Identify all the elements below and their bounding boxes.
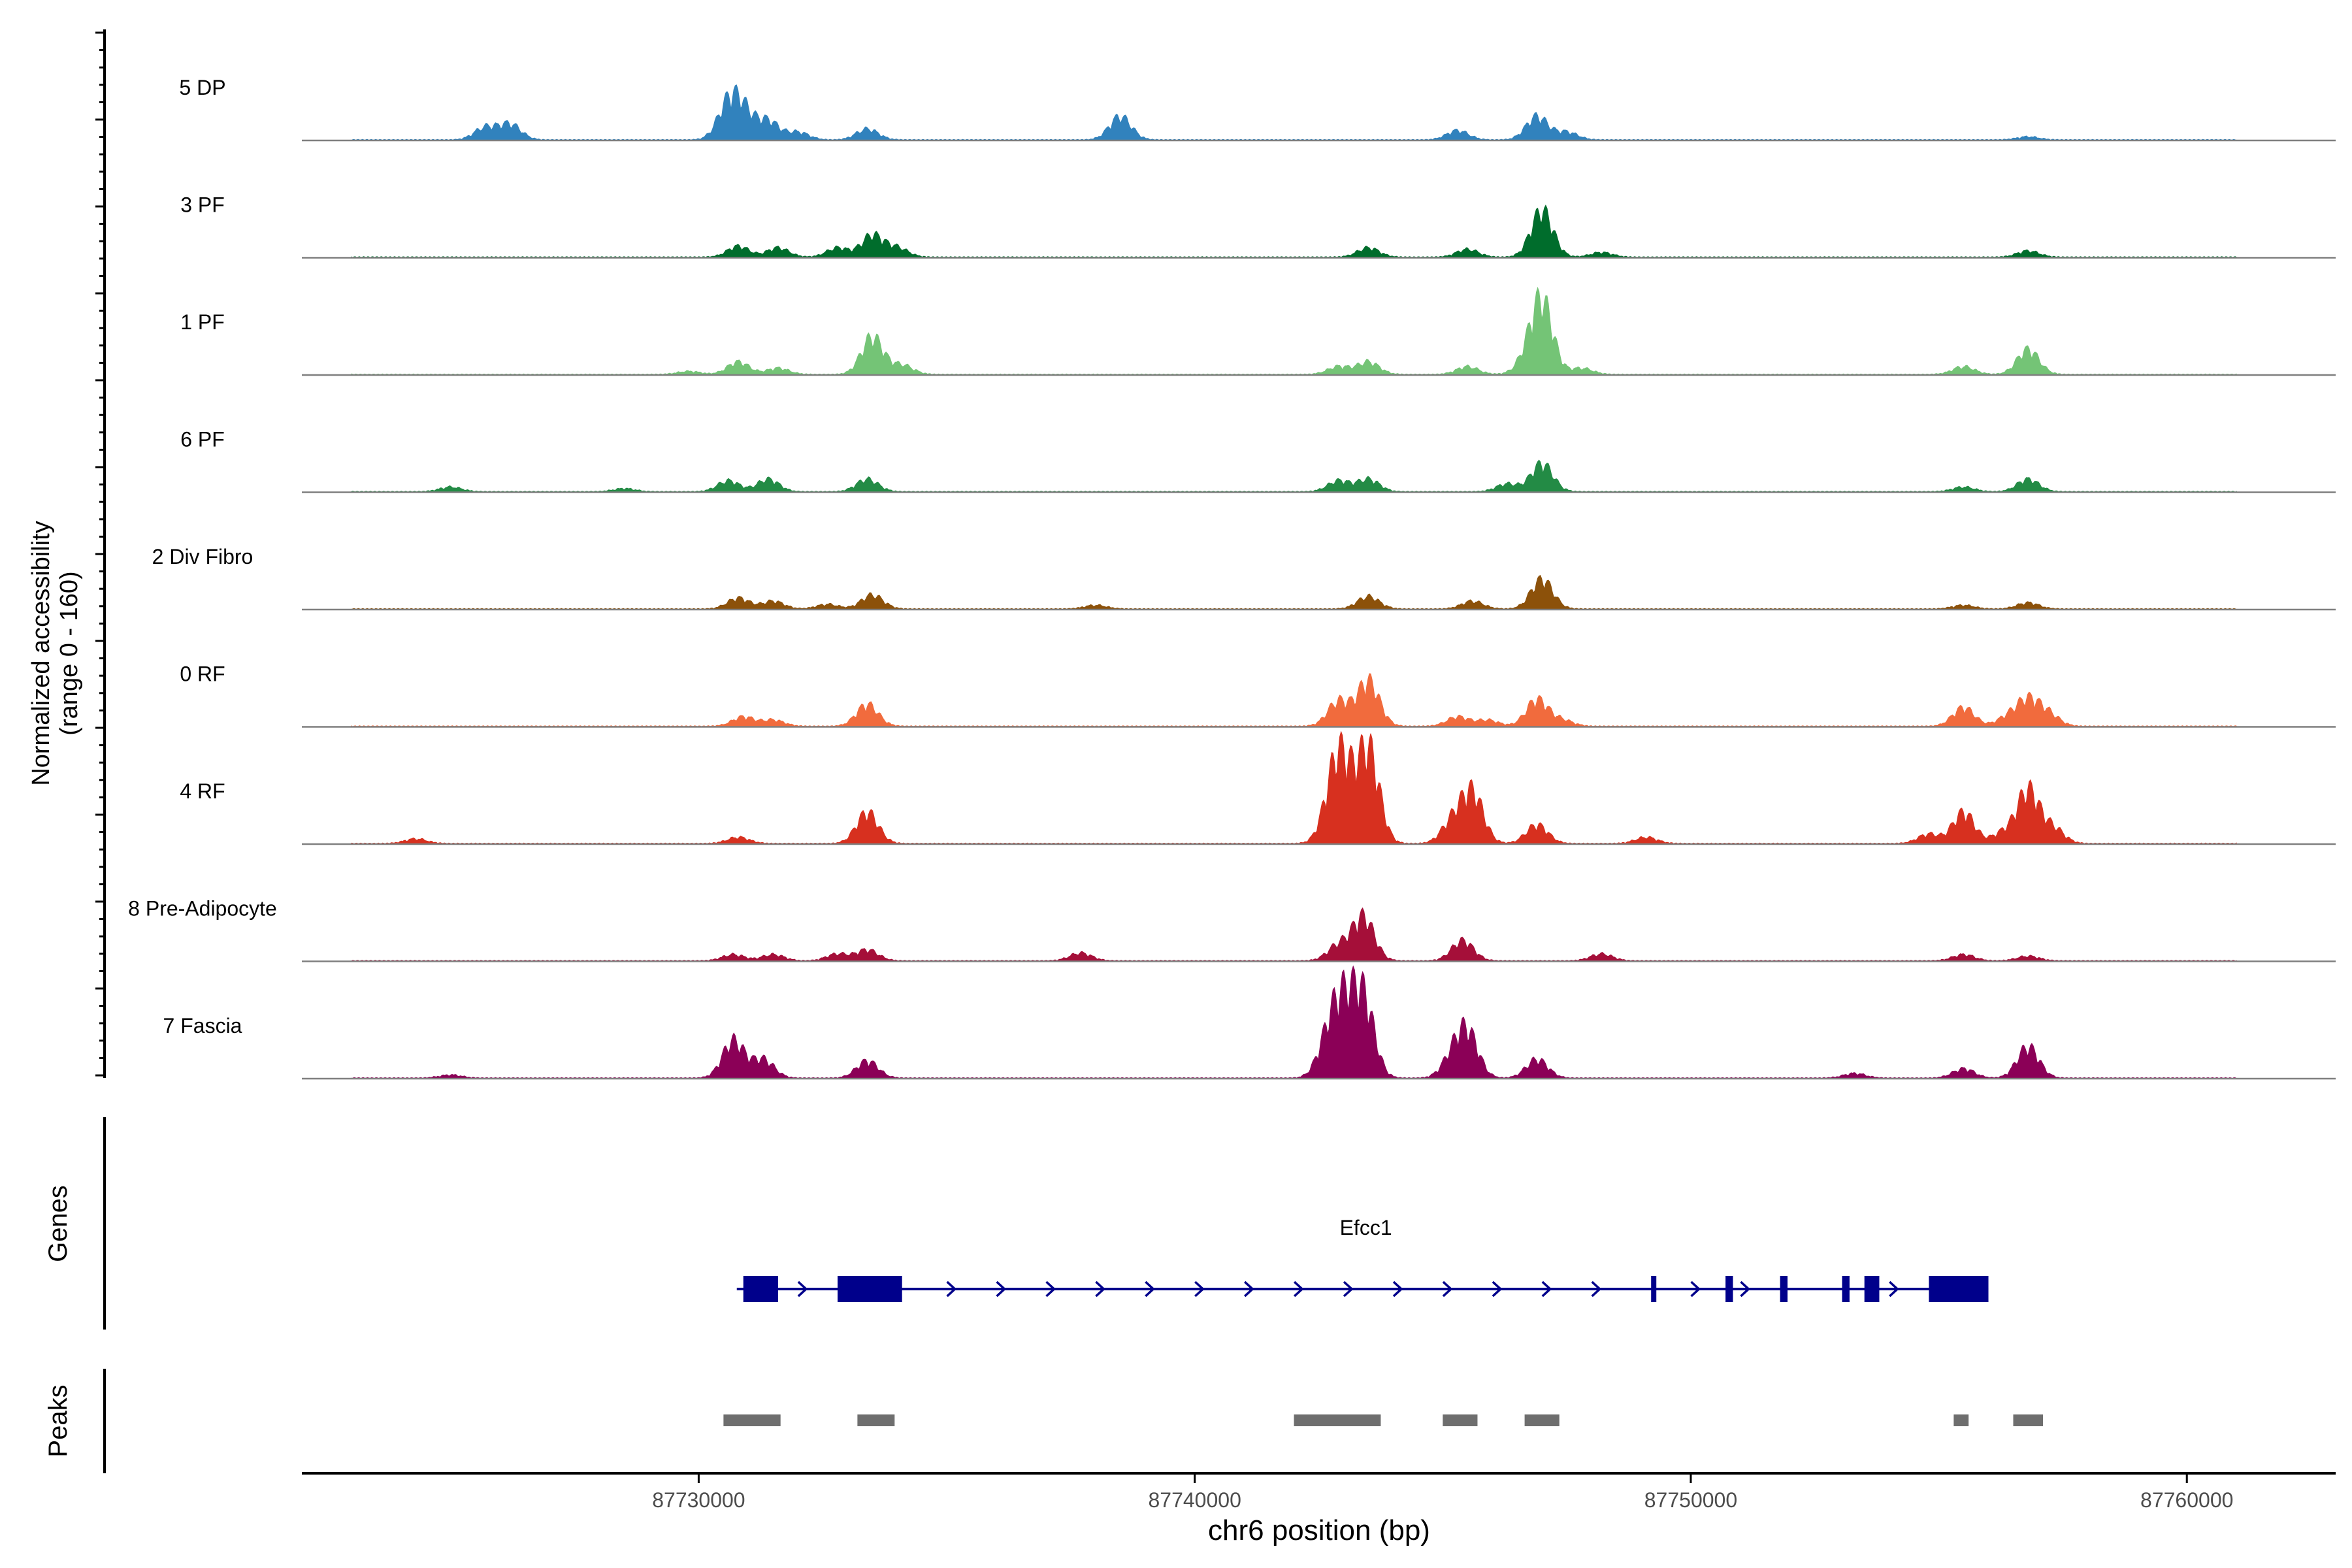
x-tick-label: 87750000 [1644, 1488, 1737, 1512]
coverage-area [351, 575, 2237, 610]
x-axis-ticks: 87730000 87740000 87750000 87760000 [652, 1473, 2233, 1512]
strand-arrow [996, 1281, 1007, 1298]
peak-regions [723, 1414, 2044, 1426]
track-label: 5 DP [179, 76, 225, 99]
coverage-area [351, 204, 2237, 259]
peak-region [2013, 1414, 2044, 1426]
track-label: 8 Pre-Adipocyte [128, 897, 277, 921]
track-label: 0 RF [180, 662, 225, 686]
track-label: 2 Div Fibro [152, 545, 253, 568]
strand-arrow [1145, 1281, 1155, 1298]
coverage-area [351, 907, 2237, 962]
strand-arrow [1690, 1281, 1701, 1298]
gene-name-label: Efcc1 [1340, 1216, 1392, 1239]
y-axis-label-line1: Normalized accessibility [27, 521, 55, 785]
gene-exon [1651, 1276, 1657, 1302]
peak-region [857, 1414, 895, 1426]
strand-arrow [946, 1281, 957, 1298]
coverage-area [351, 730, 2237, 845]
coverage-tracks: 5 DP 3 PF 1 PF 6 PF 2 Div Fibro 0 RF 4 RF 8 Pre… [128, 76, 2336, 1080]
y-axis-label-line2: (range 0 - 160) [56, 571, 83, 735]
coverage-area [351, 459, 2237, 493]
strand-arrow [1541, 1281, 1552, 1298]
track-6-pf: 6 PF [180, 428, 2336, 493]
strand-arrow [1889, 1281, 1899, 1298]
x-tick-label: 87740000 [1148, 1488, 1241, 1512]
track-label: 1 PF [180, 310, 225, 334]
strand-arrow [1392, 1281, 1403, 1298]
accessibility-axis-ticks [95, 31, 105, 1077]
coverage-area [351, 965, 2237, 1079]
track-3-pf: 3 PF [180, 193, 2336, 259]
coverage-area [351, 286, 2237, 376]
gene-exon [1725, 1276, 1733, 1302]
x-axis-title: chr6 position (bp) [1208, 1514, 1430, 1546]
track-4-rf: 4 RF [180, 730, 2336, 845]
genes-panel-label: Genes [44, 1185, 73, 1262]
track-label: 7 Fascia [163, 1014, 242, 1037]
peak-region [1294, 1414, 1381, 1426]
peak-region [1524, 1414, 1560, 1426]
strand-arrow [1442, 1281, 1453, 1298]
peaks-panel-label: Peaks [44, 1384, 73, 1457]
strand-arrow [1343, 1281, 1354, 1298]
gene-exon [1842, 1276, 1850, 1302]
coverage-area [350, 84, 2237, 141]
x-tick-label: 87760000 [2140, 1488, 2233, 1512]
strand-arrow [1740, 1281, 1751, 1298]
strand-arrow [1293, 1281, 1304, 1298]
strand-arrow [1591, 1281, 1602, 1298]
track-label: 4 RF [180, 779, 225, 803]
gene-exon [1929, 1276, 1989, 1302]
x-tick-label: 87730000 [652, 1488, 745, 1512]
gene-exon [1864, 1276, 1880, 1302]
track-label: 6 PF [180, 428, 225, 451]
peak-region [1443, 1414, 1478, 1426]
strand-arrow [797, 1281, 808, 1298]
gene-model [736, 1276, 1989, 1302]
strand-arrow [1045, 1281, 1056, 1298]
track-0-rf: 0 RF [180, 662, 2336, 728]
strand-arrow [1492, 1281, 1503, 1298]
coverage-area [351, 673, 2237, 728]
strand-arrow [1095, 1281, 1106, 1298]
peak-region [1953, 1414, 1969, 1426]
gene-exon [838, 1276, 902, 1302]
gene-exon [743, 1276, 778, 1302]
strand-arrow [1194, 1281, 1205, 1298]
strand-arrow [1244, 1281, 1254, 1298]
track-2-div-fibro: 2 Div Fibro [152, 545, 2336, 611]
gene-exon [1780, 1276, 1788, 1302]
track-8-pre-adipocyte: 8 Pre-Adipocyte [128, 897, 2336, 962]
track-label: 3 PF [180, 193, 225, 217]
peak-region [723, 1414, 781, 1426]
track-7-fascia: 7 Fascia [163, 965, 2336, 1080]
track-5-dp: 5 DP [179, 76, 2336, 142]
track-1-pf: 1 PF [180, 286, 2336, 376]
